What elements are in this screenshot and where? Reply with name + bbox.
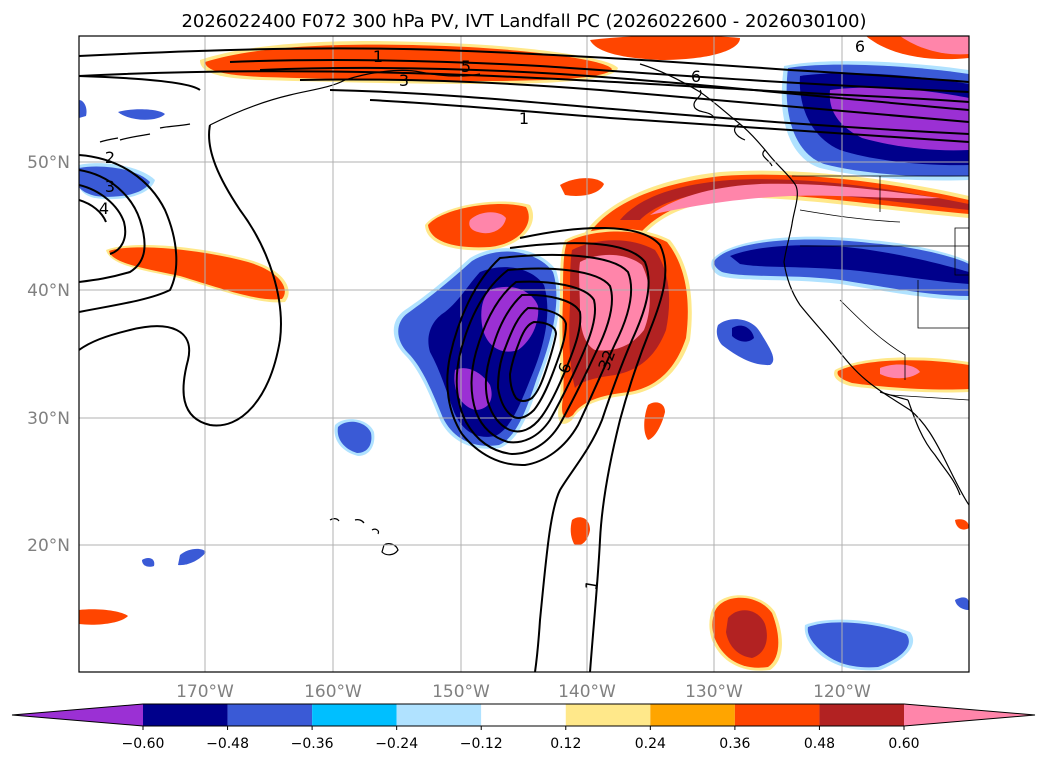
colorbar-tick-label: 0.24 xyxy=(635,736,666,752)
negative-anomaly-south xyxy=(142,419,969,671)
contour-label: 3 xyxy=(399,71,409,90)
map-panel: 1 2 3 4 5 6 32 6 1 1 3 6 xyxy=(78,35,970,673)
negative-anomaly-west-edge xyxy=(79,100,165,200)
longitude-label: 150°W xyxy=(432,682,490,702)
longitude-axis: 170°W 160°W 150°W 140°W 130°W 120°W xyxy=(176,682,871,702)
positive-anomaly-west-band xyxy=(106,245,289,303)
colorbar-tick-label: 0.48 xyxy=(804,736,835,752)
longitude-label: 170°W xyxy=(176,682,234,702)
colorbar-tick-label: 0.12 xyxy=(550,736,581,752)
colorbar-tick-label: 0.60 xyxy=(888,736,919,752)
colorbar-segment xyxy=(227,704,313,726)
longitude-label: 120°W xyxy=(813,682,871,702)
contour-label: 1 xyxy=(373,47,383,66)
positive-anomaly-central-ridge xyxy=(558,228,692,546)
colorbar-tick-label: −0.48 xyxy=(206,736,249,752)
colorbar-segment xyxy=(734,704,820,726)
figure-title: 2026022400 F072 300 hPa PV, IVT Landfall… xyxy=(181,11,866,32)
latitude-label: 30°N xyxy=(27,409,70,429)
colorbar-extend-low xyxy=(12,704,143,726)
latitude-label: 50°N xyxy=(27,153,70,173)
political-borders xyxy=(792,175,969,401)
ivt-contours xyxy=(79,47,969,672)
colorbar-tick-label: −0.12 xyxy=(460,736,503,752)
negative-anomaly-northeast xyxy=(781,61,969,181)
colorbar-segment xyxy=(819,704,904,726)
colorbar-segment xyxy=(143,704,228,726)
contour-label: 6 xyxy=(855,37,865,56)
contour-label: 1 xyxy=(519,109,529,128)
positive-anomaly-blob-small xyxy=(425,178,604,251)
colorbar: −0.60 −0.48 −0.36 −0.24 −0.12 0.12 0.24 0.36 0.4… xyxy=(11,703,1036,752)
contour-label: 5 xyxy=(461,57,471,76)
positive-anomaly-south xyxy=(79,519,969,671)
contour-label: 2 xyxy=(105,148,115,167)
colorbar-segment xyxy=(650,704,735,726)
latitude-label: 40°N xyxy=(27,281,70,301)
latitude-axis: 50°N 40°N 30°N 20°N xyxy=(27,153,70,556)
positive-anomaly-socal xyxy=(834,357,969,393)
longitude-label: 160°W xyxy=(304,682,362,702)
latitude-label: 20°N xyxy=(27,536,70,556)
colorbar-tick-label: 0.36 xyxy=(719,736,750,752)
contour-label: 3 xyxy=(105,177,115,196)
colorbar-tick-label: −0.60 xyxy=(122,736,165,752)
colorbar-tick-label: −0.36 xyxy=(291,736,334,752)
contour-label: 1 xyxy=(581,578,601,591)
positive-anomaly-jet-band xyxy=(580,170,969,240)
colorbar-extend-high xyxy=(904,704,1035,726)
colorbar-segment xyxy=(312,704,397,726)
colorbar-segment xyxy=(481,704,566,726)
longitude-label: 140°W xyxy=(558,682,616,702)
contour-label: 6 xyxy=(691,67,701,86)
colorbar-tick-label: −0.24 xyxy=(375,736,418,752)
contour-label: 4 xyxy=(99,199,109,218)
colorbar-segment xyxy=(396,704,482,726)
map-frame xyxy=(78,35,970,673)
longitude-label: 130°W xyxy=(685,682,743,702)
colorbar-segment xyxy=(565,704,651,726)
